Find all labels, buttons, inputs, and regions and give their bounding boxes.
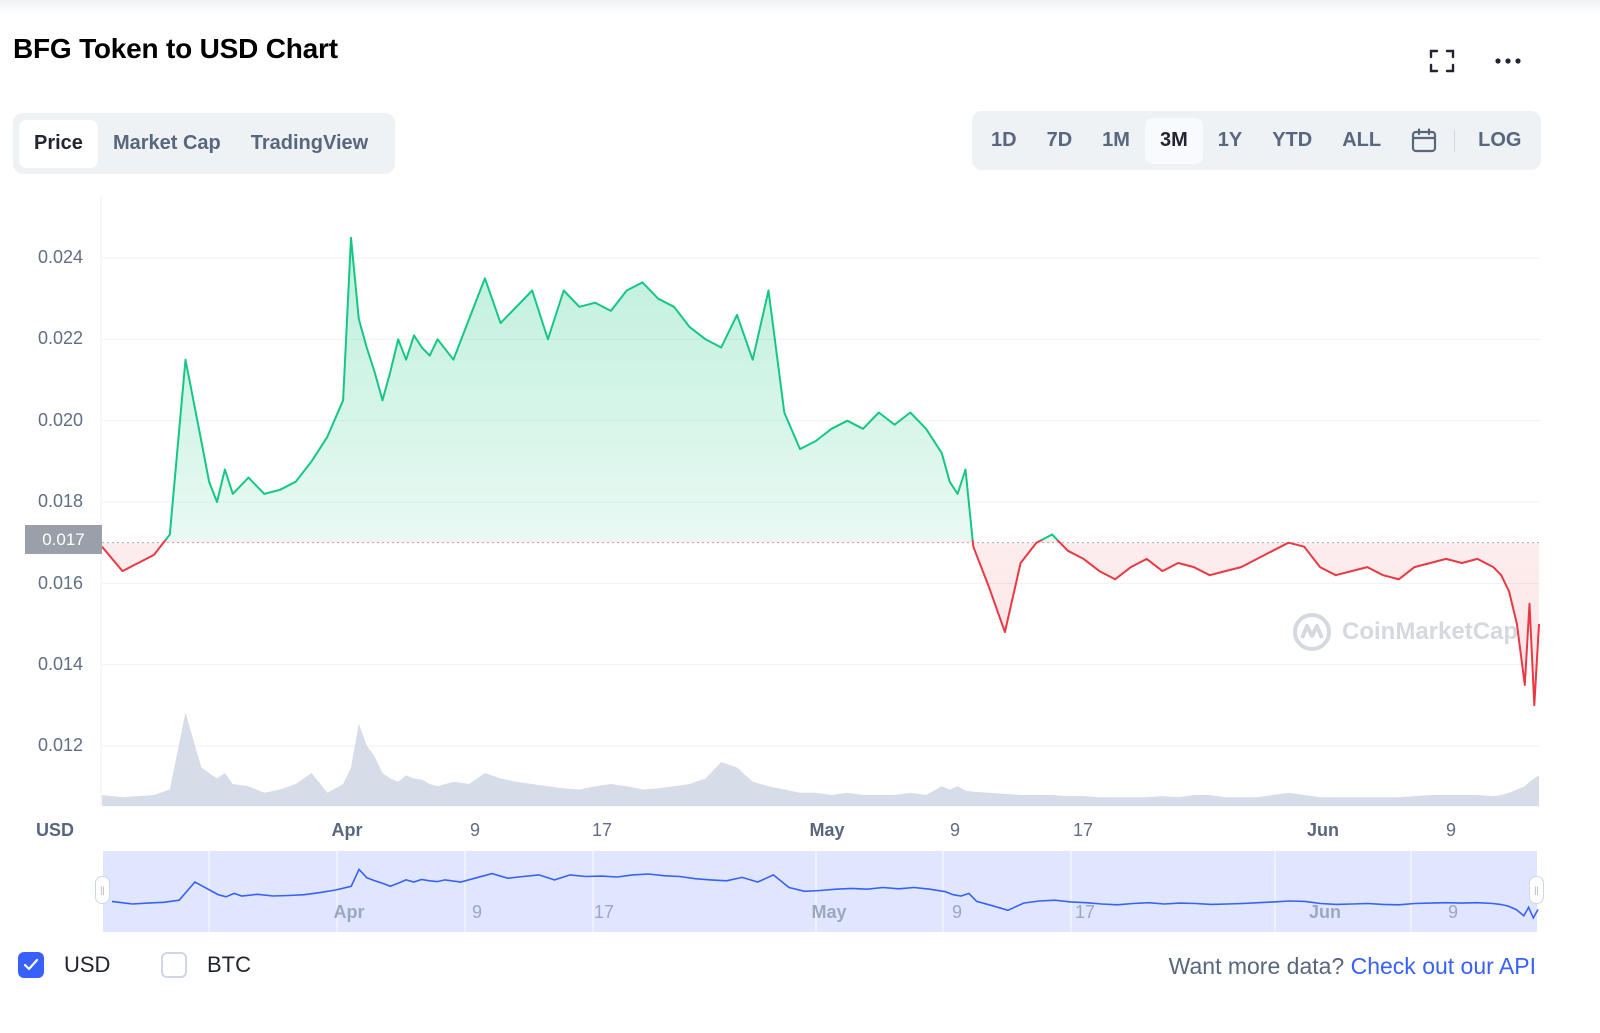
coinmarketcap-logo-icon (1293, 613, 1331, 651)
navigator-tick-label: 9 (951, 902, 963, 922)
x-tick-label: May (809, 820, 845, 840)
price-area-down (102, 540, 1539, 706)
x-tick-label: Jun (1306, 820, 1340, 840)
y-tick-label: 0.022 (38, 328, 84, 348)
legend-usd[interactable]: USD (18, 952, 110, 978)
legend-btc-label: BTC (207, 952, 251, 977)
y-tick-label: 0.014 (38, 654, 84, 674)
legend-usd-label: USD (64, 952, 111, 977)
range-3m[interactable]: 3M (1144, 117, 1203, 164)
watermark-text: CoinMarketCap (1342, 618, 1519, 645)
calendar-icon[interactable] (1396, 118, 1452, 164)
x-tick-label: Apr (331, 820, 363, 840)
navigator-window[interactable] (103, 851, 1537, 932)
navigator-left-handle[interactable]: || (95, 876, 110, 904)
y-tick-label: 0.018 (38, 491, 84, 511)
more-icon[interactable] (1488, 41, 1528, 81)
navigator-tick-label: 17 (1074, 902, 1096, 922)
time-range-selector: 1D 7D 1M 3M 1Y YTD ALL LOG (972, 111, 1541, 170)
navigator-tick-label: 9 (471, 902, 483, 922)
tab-tradingview[interactable]: TradingView (250, 132, 369, 154)
x-tick-label: 9 (949, 820, 961, 840)
range-7d[interactable]: 7D (1046, 129, 1073, 151)
api-promo-text: Want more data? (1168, 953, 1345, 979)
check-icon (23, 958, 39, 971)
navigator-tick-label: May (811, 902, 847, 922)
navigator-tick-label: Jun (1308, 902, 1342, 922)
x-tick-label: 9 (469, 820, 481, 840)
y-tick-label: 0.012 (38, 735, 84, 755)
range-separator (1454, 129, 1456, 152)
range-1d[interactable]: 1D (991, 129, 1017, 151)
chart-type-tabs: Price Market Cap TradingView (13, 113, 395, 174)
log-scale-toggle[interactable]: LOG (1478, 129, 1522, 151)
x-tick-label: 17 (591, 820, 613, 840)
price-area-up (165, 237, 1058, 540)
y-tick-label: 0.016 (38, 573, 84, 593)
range-1y[interactable]: 1Y (1217, 129, 1243, 151)
api-promo: Want more data? Check out our API (1169, 953, 1536, 980)
navigator-tick-label: 9 (1447, 902, 1459, 922)
volume-area (102, 712, 1539, 806)
y-tick-label: 0.020 (38, 410, 84, 430)
api-link[interactable]: Check out our API (1350, 953, 1536, 979)
current-price-marker: 0.017 (25, 525, 102, 554)
legend-btc[interactable]: BTC (161, 952, 251, 978)
price-line-down (101, 540, 1540, 707)
usd-checkbox[interactable] (18, 952, 44, 978)
btc-checkbox[interactable] (161, 952, 187, 978)
navigator-right-handle[interactable]: || (1529, 876, 1544, 904)
x-tick-label: 9 (1445, 820, 1457, 840)
chart-title: BFG Token to USD Chart (13, 33, 338, 64)
currency-unit-label: USD (36, 820, 75, 840)
tab-market-cap[interactable]: Market Cap (112, 132, 221, 154)
coinmarketcap-watermark: CoinMarketCap (1292, 612, 1518, 652)
navigator-tick-label: Apr (333, 902, 365, 922)
top-fade (0, 0, 1600, 14)
tab-price[interactable]: Price (19, 119, 98, 168)
range-all[interactable]: ALL (1342, 129, 1382, 151)
navigator-tick-label: 17 (593, 902, 615, 922)
price-line-up (164, 236, 1059, 540)
x-tick-label: 17 (1072, 820, 1094, 840)
y-tick-label: 0.024 (38, 247, 84, 267)
range-1m[interactable]: 1M (1102, 129, 1130, 151)
fullscreen-icon[interactable] (1422, 41, 1462, 81)
range-ytd[interactable]: YTD (1272, 129, 1313, 151)
navigator-line (111, 867, 1539, 920)
